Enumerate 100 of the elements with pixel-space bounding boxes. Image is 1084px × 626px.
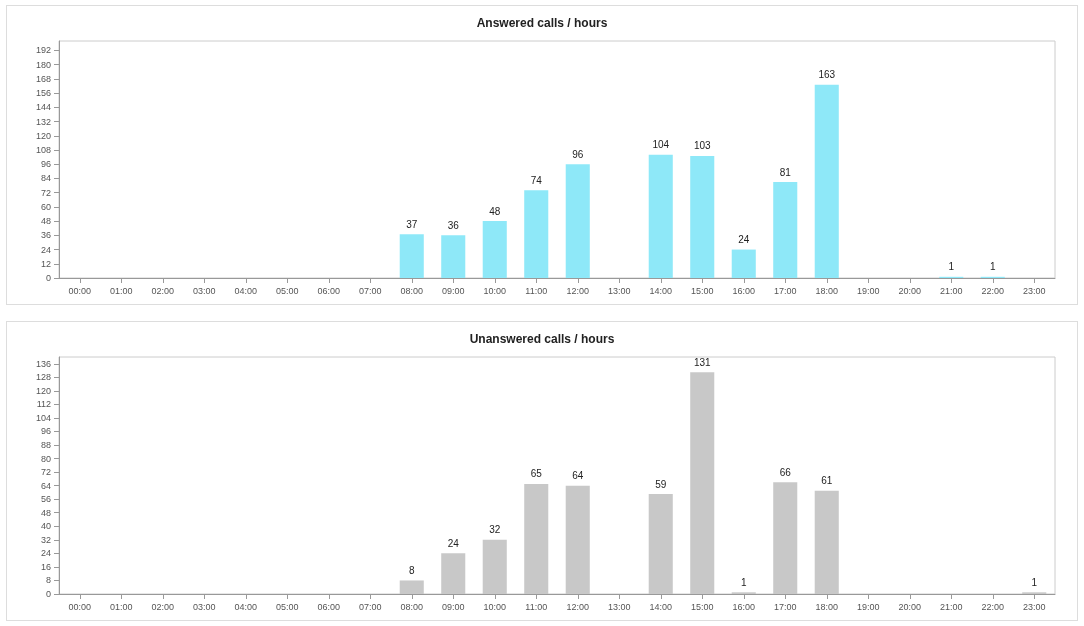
- y-tick-label: 32: [40, 534, 51, 545]
- data-label: 24: [447, 537, 460, 549]
- x-tick-label: 20:00: [898, 285, 922, 296]
- data-label: 1: [948, 261, 955, 273]
- x-tick-label: 07:00: [358, 601, 382, 612]
- x-tick-label: 19:00: [856, 601, 880, 612]
- x-tick-label: 12:00: [566, 285, 590, 296]
- x-tick-label: 10:00: [483, 285, 507, 296]
- data-label: 81: [779, 166, 792, 178]
- data-label: 64: [572, 470, 584, 482]
- data-label: 32: [489, 524, 501, 536]
- x-tick-label: 03:00: [192, 285, 216, 296]
- y-tick-label: 48: [40, 507, 51, 518]
- x-tick-label: 18:00: [815, 601, 839, 612]
- bar: [690, 155, 715, 278]
- bar: [524, 190, 549, 278]
- data-label: 8: [408, 564, 415, 576]
- x-tick-label: 09:00: [441, 285, 465, 296]
- y-tick-label: 72: [40, 187, 51, 198]
- x-tick-label: 22:00: [981, 285, 1005, 296]
- y-tick-label: 0: [45, 589, 51, 599]
- bar: [565, 164, 590, 278]
- x-tick-label: 10:00: [483, 601, 507, 612]
- y-tick-label: 56: [40, 494, 51, 505]
- y-tick-label: 120: [35, 130, 51, 141]
- x-tick-label: 00:00: [68, 601, 92, 612]
- bar: [482, 221, 507, 278]
- data-label: 61: [821, 475, 833, 487]
- x-tick-label: 03:00: [192, 601, 216, 612]
- x-tick-label: 13:00: [607, 285, 631, 296]
- x-tick-label: 07:00: [358, 285, 382, 296]
- y-tick-label: 132: [35, 116, 51, 127]
- x-tick-label: 06:00: [317, 285, 341, 296]
- y-tick-label: 36: [40, 230, 51, 241]
- data-label: 59: [655, 478, 667, 490]
- y-tick-label: 12: [40, 258, 51, 269]
- data-label: 163: [818, 69, 836, 81]
- x-tick-label: 08:00: [400, 601, 424, 612]
- x-tick-label: 22:00: [981, 601, 1005, 612]
- y-tick-label: 96: [40, 426, 51, 437]
- chart-title: Answered calls / hours: [476, 16, 608, 30]
- x-tick-label: 19:00: [856, 285, 880, 296]
- x-tick-label: 23:00: [1022, 285, 1046, 296]
- y-tick-label: 40: [40, 521, 51, 532]
- x-tick-label: 13:00: [607, 601, 631, 612]
- x-tick-label: 04:00: [234, 601, 258, 612]
- x-tick-label: 16:00: [732, 601, 756, 612]
- y-tick-label: 168: [35, 73, 51, 84]
- x-tick-label: 01:00: [109, 601, 133, 612]
- y-tick-label: 64: [40, 480, 51, 491]
- y-tick-label: 108: [35, 145, 51, 156]
- y-tick-label: 24: [40, 548, 51, 559]
- data-label: 65: [530, 468, 543, 480]
- y-tick-label: 24: [40, 244, 51, 255]
- x-tick-label: 11:00: [525, 601, 548, 612]
- x-tick-label: 02:00: [151, 285, 175, 296]
- y-tick-label: 112: [36, 399, 51, 410]
- y-tick-label: 96: [40, 159, 51, 170]
- x-tick-label: 15:00: [690, 601, 714, 612]
- y-tick-label: 144: [35, 102, 51, 113]
- x-tick-label: 21:00: [939, 601, 963, 612]
- x-tick-label: 06:00: [317, 601, 341, 612]
- bar: [441, 235, 466, 278]
- data-label: 24: [738, 234, 750, 246]
- bar: [731, 249, 756, 278]
- y-tick-label: 60: [40, 201, 51, 212]
- data-label: 66: [779, 466, 792, 478]
- x-tick-label: 18:00: [815, 285, 839, 296]
- y-tick-label: 192: [35, 45, 51, 56]
- y-tick-label: 80: [40, 453, 51, 464]
- x-tick-label: 15:00: [690, 285, 714, 296]
- bar: [814, 84, 839, 278]
- x-tick-label: 20:00: [898, 601, 922, 612]
- chart-title: Unanswered calls / hours: [469, 332, 615, 346]
- y-tick-label: 88: [40, 440, 51, 451]
- x-tick-label: 14:00: [649, 285, 673, 296]
- bar: [399, 234, 424, 278]
- bar: [648, 154, 673, 278]
- x-tick-label: 00:00: [68, 285, 92, 296]
- data-label: 37: [406, 218, 418, 230]
- y-tick-label: 104: [35, 412, 51, 423]
- y-tick-label: 16: [40, 561, 51, 572]
- x-tick-label: 17:00: [773, 601, 797, 612]
- y-tick-label: 72: [40, 467, 51, 478]
- data-label: 104: [652, 139, 670, 151]
- x-tick-label: 21:00: [939, 285, 963, 296]
- data-label: 74: [530, 174, 543, 186]
- y-tick-label: 180: [35, 59, 51, 70]
- x-tick-label: 09:00: [441, 601, 465, 612]
- x-tick-label: 14:00: [649, 601, 673, 612]
- x-tick-label: 05:00: [275, 601, 299, 612]
- x-tick-label: 01:00: [109, 285, 133, 296]
- data-label: 1: [989, 261, 996, 273]
- y-tick-label: 156: [35, 88, 51, 99]
- x-tick-label: 08:00: [400, 285, 424, 296]
- y-tick-label: 48: [40, 216, 51, 227]
- y-tick-label: 84: [40, 173, 51, 184]
- data-label: 48: [489, 205, 501, 217]
- y-tick-label: 8: [45, 575, 51, 586]
- bar: [773, 182, 798, 278]
